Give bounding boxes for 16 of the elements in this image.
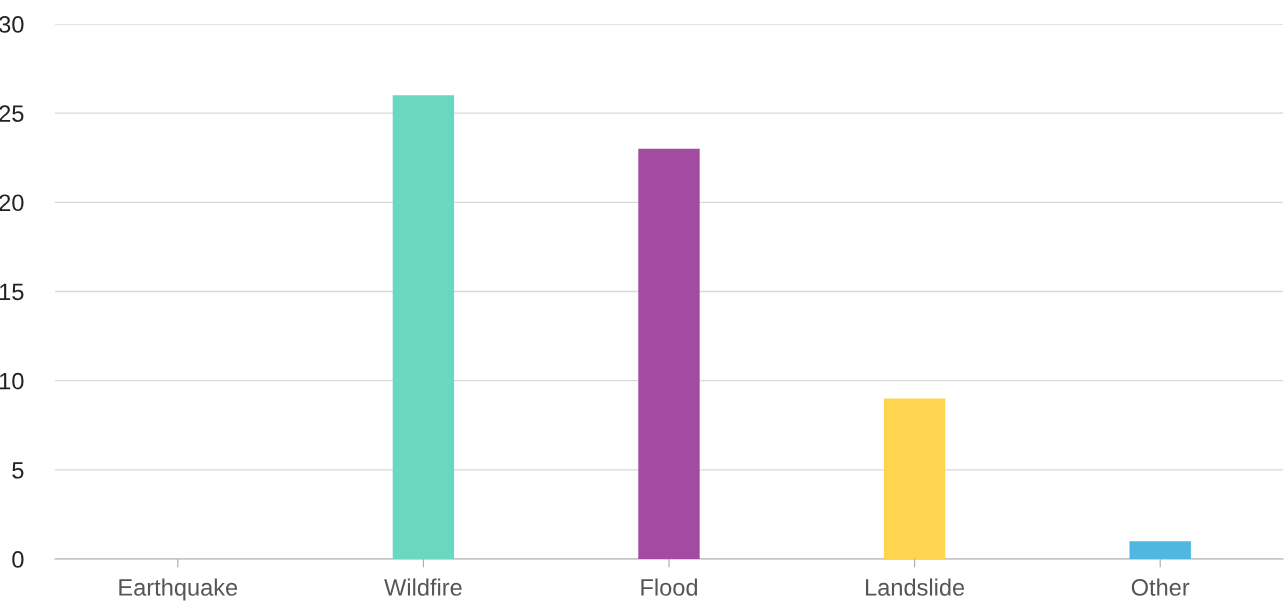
- x-tick-label: Other: [1131, 578, 1190, 596]
- x-tick-label: Flood: [641, 578, 698, 596]
- bar: [883, 398, 946, 559]
- y-tick-label: 30: [0, 16, 24, 33]
- x-tick-label: Wildfire: [384, 578, 462, 596]
- x-tick-label: Landslide: [866, 578, 965, 596]
- bar: [638, 148, 700, 559]
- y-tick-label: 15: [0, 283, 24, 301]
- bar: [392, 95, 455, 559]
- y-tick-label: 20: [0, 194, 24, 212]
- x-tick-label: Earthquake: [119, 578, 238, 601]
- y-tick-label: 5: [12, 462, 24, 479]
- y-tick-label: 25: [0, 105, 24, 122]
- y-tick-label: 10: [0, 372, 24, 390]
- bar: [1129, 541, 1191, 559]
- y-tick-label: 0: [12, 551, 24, 568]
